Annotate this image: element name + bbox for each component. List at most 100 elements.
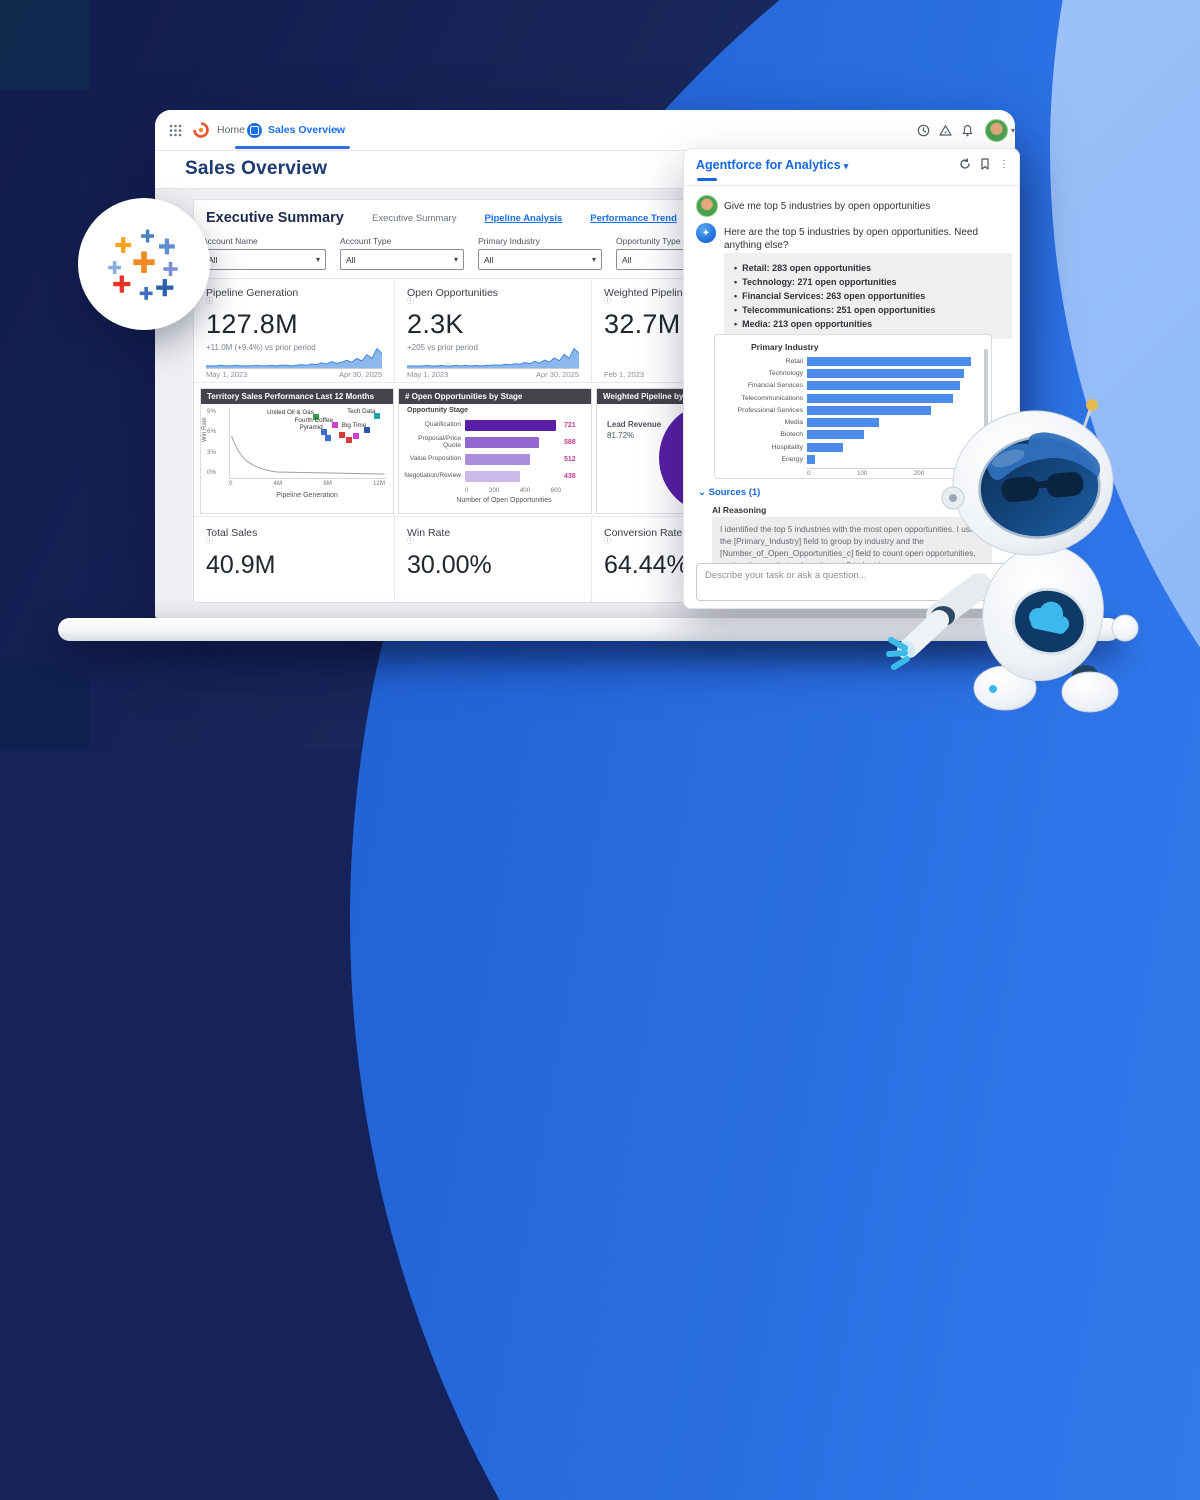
table-row: Biotech xyxy=(721,429,981,441)
app-launcher-grid-icon[interactable] xyxy=(169,110,182,150)
stage-label: Proposal/Price Quote xyxy=(418,434,461,449)
app-logo-icon[interactable] xyxy=(192,110,210,150)
industry-bar[interactable] xyxy=(807,418,879,428)
scatter-point[interactable] xyxy=(331,421,338,428)
bell-icon[interactable] xyxy=(961,110,974,150)
scatter-point[interactable] xyxy=(364,427,371,434)
avatar-caret-icon[interactable]: ▾ xyxy=(1011,125,1015,135)
industry-bar[interactable] xyxy=(807,368,965,378)
stage-bar[interactable] xyxy=(465,420,557,431)
divider xyxy=(591,279,592,382)
bar-label: Telecommunications xyxy=(741,394,803,402)
caret-down-icon: ▾ xyxy=(843,161,849,171)
scatter-point[interactable] xyxy=(325,435,332,442)
chart-title-bar: Territory Sales Performance Last 12 Mont… xyxy=(201,389,393,404)
sparkle-icon: ✦ xyxy=(701,227,711,239)
industry-bar[interactable] xyxy=(807,430,864,440)
kpi-pipeline-generation: Pipeline Generation ⓘ 127.8M +11.0M (+9.… xyxy=(194,279,394,382)
chevron-down-icon: ⌄ xyxy=(698,487,706,498)
scatter-point[interactable] xyxy=(312,414,319,421)
nav-item-pipeline-analysis[interactable]: Pipeline Analysis xyxy=(484,213,563,224)
trend-curve xyxy=(230,408,386,478)
page-title: Sales Overview xyxy=(185,158,328,179)
agentforce-panel: Agentforce for Analytics ▾ ⋮ Give me top … xyxy=(683,148,1020,609)
x-axis-ticks: 0 200 400 600 xyxy=(465,487,561,494)
divider xyxy=(684,185,1019,186)
info-icon: ⓘ xyxy=(604,298,611,305)
industry-bar[interactable] xyxy=(807,455,816,465)
nav-item-executive-summary[interactable]: Executive Summary xyxy=(372,213,457,224)
list-item: Media: 213 open opportunities xyxy=(734,317,1002,331)
table-row: Telecommunications xyxy=(721,392,981,404)
tab-home[interactable]: Home xyxy=(217,124,246,136)
scatter-point[interactable] xyxy=(353,433,360,439)
table-row: Financial Services xyxy=(721,380,981,392)
kpi-delta: +11.0M (+9.4%) vs prior period xyxy=(206,343,316,352)
divider xyxy=(194,278,1008,279)
nav-item-performance-trend[interactable]: Performance Trend xyxy=(590,213,677,224)
stage-bar[interactable] xyxy=(465,454,530,465)
bookmark-icon[interactable] xyxy=(980,158,990,170)
scatter-point[interactable] xyxy=(339,431,346,438)
donut-value: 81.72% xyxy=(607,431,635,440)
agent-panel-title[interactable]: Agentforce for Analytics ▾ xyxy=(696,158,848,172)
tab-sales-overview-label: Sales Overview xyxy=(268,124,346,136)
corner-decoration-bottom-left xyxy=(0,662,90,750)
info-icon: ⓘ xyxy=(407,538,414,545)
scatter-plot-area: United Oil & Gas Tech Data Fourth Coffee Py… xyxy=(229,408,386,479)
scatter-point[interactable] xyxy=(320,428,327,435)
table-row: Energy xyxy=(721,453,981,465)
alert-triangle-icon[interactable] xyxy=(939,110,952,150)
x-axis-label: Pipeline Generation xyxy=(276,492,338,499)
kpi-title: Open Opportunities xyxy=(407,287,499,299)
stage-bar[interactable] xyxy=(465,437,540,448)
dashboard-sheet-title: Executive Summary xyxy=(206,210,344,226)
list-item: Retail: 283 open opportunities xyxy=(734,261,1002,275)
dashboard-view-nav: Executive Summary Pipeline Analysis Perf… xyxy=(372,213,677,224)
caret-down-icon: ▾ xyxy=(591,255,596,264)
x-axis-label: Number of Open Opportunities xyxy=(456,497,552,504)
kpi-delta: +205 vs prior period xyxy=(407,343,478,352)
sources-toggle[interactable]: ⌄ Sources (1) xyxy=(698,487,760,498)
tab-sales-overview[interactable]: Sales Overview xyxy=(247,110,345,150)
info-icon: ⓘ xyxy=(206,538,213,545)
industry-bar[interactable] xyxy=(807,381,960,391)
kpi-value: 40.9M xyxy=(206,551,276,579)
filter-account-name-select[interactable]: All ▾ xyxy=(202,249,326,270)
kpi-title: Total Sales xyxy=(206,527,258,539)
bar-label: Biotech xyxy=(780,431,803,439)
filter-label: Primary Industry xyxy=(478,236,540,246)
bar-label: Technology xyxy=(768,369,803,377)
bar-label: Energy xyxy=(781,456,803,464)
stage-bar[interactable] xyxy=(465,471,521,482)
robot-mascot-illustration xyxy=(886,399,1139,713)
kpi-value: 32.7M xyxy=(604,309,681,339)
user-avatar[interactable] xyxy=(985,110,1008,150)
topbar-divider xyxy=(155,150,1015,151)
table-row: Professional Services xyxy=(721,404,981,416)
industry-bar[interactable] xyxy=(807,442,843,452)
group-label: Opportunity Stage xyxy=(407,407,469,414)
agent-message: Here are the top 5 industries by open op… xyxy=(724,227,979,251)
more-vertical-icon[interactable]: ⋮ xyxy=(999,158,1009,170)
refresh-icon[interactable] xyxy=(959,158,971,170)
scatter-point[interactable] xyxy=(373,413,380,420)
industry-bar[interactable] xyxy=(807,393,953,403)
caret-down-icon: ▾ xyxy=(315,255,320,264)
bar-label: Retail xyxy=(785,357,803,365)
scatter-point[interactable] xyxy=(345,436,352,443)
info-icon: ⓘ xyxy=(407,298,414,305)
industry-bar[interactable] xyxy=(807,356,972,366)
chart-scrollbar[interactable] xyxy=(984,349,988,439)
history-clock-icon[interactable] xyxy=(917,110,930,150)
caret-down-icon: ▾ xyxy=(453,255,458,264)
agent-chat-input[interactable] xyxy=(696,563,1007,601)
filter-label: Opportunity Type xyxy=(616,236,681,246)
filter-primary-industry-select[interactable]: All ▾ xyxy=(478,249,602,270)
filter-value: All xyxy=(208,254,218,265)
active-tab-indicator xyxy=(697,178,717,181)
filter-value: All xyxy=(346,254,356,265)
filter-account-type-select[interactable]: All ▾ xyxy=(340,249,464,270)
app-topbar: Home Sales Overview • ▾ xyxy=(155,110,1015,150)
industry-bar[interactable] xyxy=(807,405,931,415)
